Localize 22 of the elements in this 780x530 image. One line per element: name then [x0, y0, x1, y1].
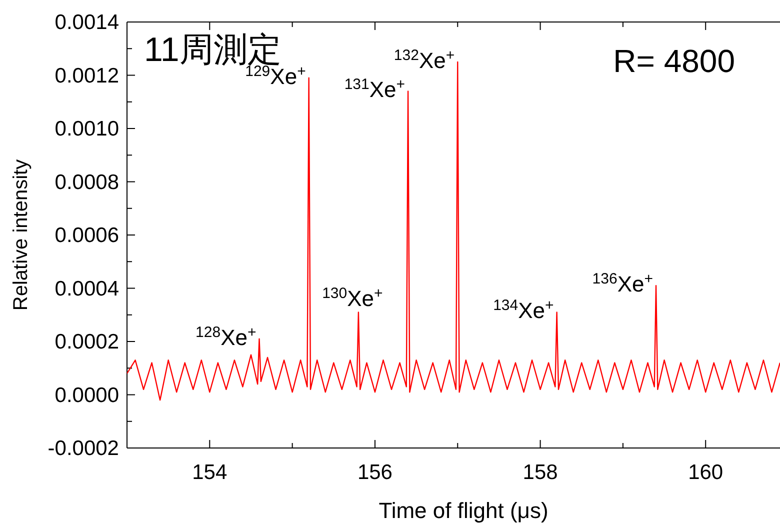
x-axis-title: Time of flight (μs)	[378, 498, 548, 523]
annotation: $^{134}$Xe$^{+}$	[493, 296, 554, 324]
y-tick-label: 0.0004	[54, 277, 120, 300]
y-tick-label: 0.0010	[54, 118, 119, 140]
annotation: $^{136}$Xe$^{+}$	[592, 270, 654, 297]
annotation: $^{132}$Xe$^{+}$	[394, 46, 455, 73]
annotation: $^{128}$Xe$^{+}$	[196, 323, 256, 350]
x-tick-label: 158	[522, 461, 558, 484]
y-tick-label: -0.0002	[48, 437, 119, 460]
annotation: R= 4800	[613, 43, 735, 79]
y-tick-label: 0.0002	[54, 330, 119, 354]
x-tick-label: 156	[357, 461, 392, 484]
y-tick-label: 0.0000	[54, 384, 119, 407]
x-tick-label: 154	[192, 461, 228, 484]
y-tick-label: 0.0014	[54, 11, 120, 34]
x-tick-label: 160	[688, 461, 724, 484]
annotation: $^{131}$Xe$^{+}$	[344, 76, 406, 102]
y-tick-label: 0.0012	[54, 64, 119, 88]
y-tick-label: 0.0006	[54, 224, 119, 247]
y-tick-label: 0.0008	[54, 170, 119, 194]
y-axis-title: Relative intensity	[10, 159, 32, 311]
annotation: $^{130}$Xe$^{+}$	[322, 284, 384, 312]
